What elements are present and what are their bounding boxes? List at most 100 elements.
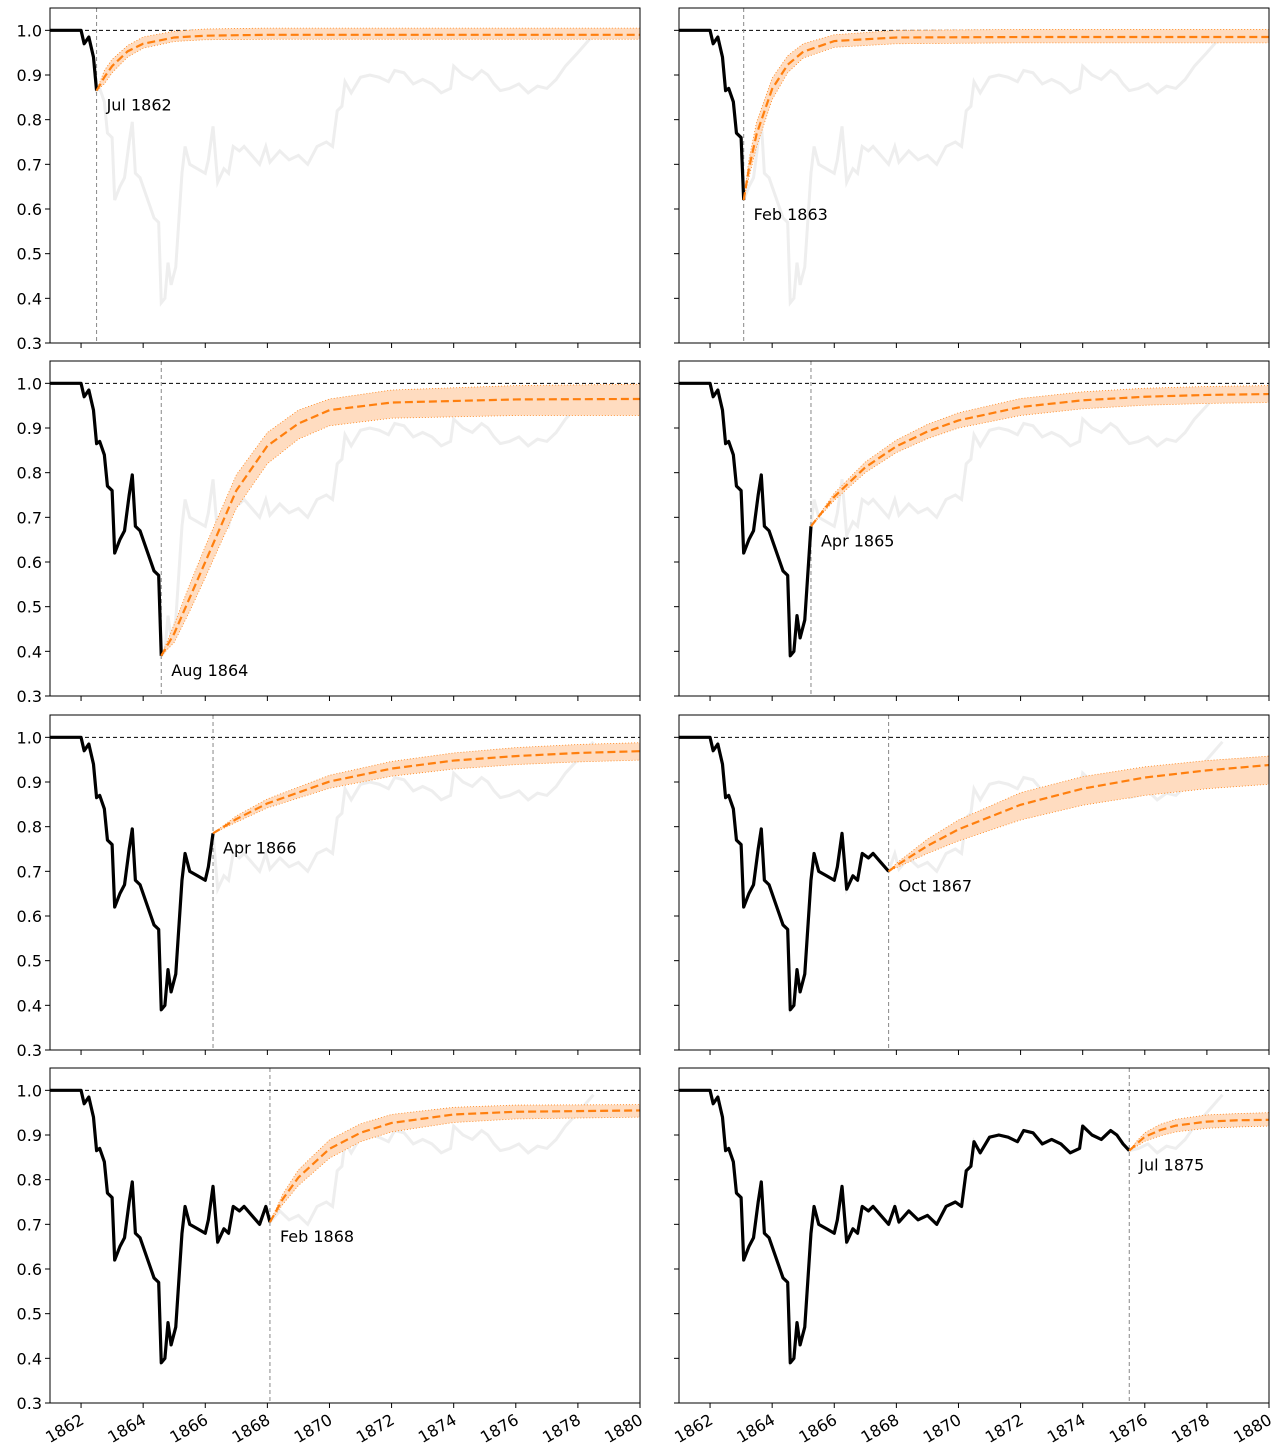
y-tick-label: 0.4 <box>17 642 42 661</box>
y-tick-label: 0.7 <box>17 862 42 881</box>
x-tick-label: 1870 <box>920 1410 965 1447</box>
y-tick-label: 1.0 <box>17 728 42 747</box>
plot-area <box>50 361 640 696</box>
y-tick-label: 0.7 <box>17 508 42 527</box>
plot-area <box>679 715 1269 1050</box>
forecast-mean <box>887 763 1269 873</box>
y-tick-label: 0.5 <box>17 952 42 971</box>
x-tick-label: 1872 <box>982 1410 1027 1447</box>
plot-area <box>679 8 1269 343</box>
observed-line <box>679 1088 1131 1365</box>
y-tick-label: 0.9 <box>17 773 42 792</box>
y-tick-label: 1.0 <box>17 374 42 393</box>
y-tick-label: 0.6 <box>17 553 42 572</box>
y-tick-label: 0.8 <box>17 464 42 483</box>
x-tick-label: 1862 <box>42 1410 87 1447</box>
forecast-band <box>810 385 1269 527</box>
panel: Jul 1862 0.3 0.4 0.5 0.6 0.7 0.8 0.9 1.0 <box>17 7 641 353</box>
x-tick-label: 1878 <box>539 1410 584 1447</box>
annotation: Feb 1863 <box>754 205 828 224</box>
forecast-band <box>161 384 640 656</box>
x-tick-label: 1880 <box>601 1410 646 1447</box>
x-tick-label: 1874 <box>415 1410 460 1447</box>
forecast-mean <box>160 397 640 657</box>
axes-frame <box>49 360 641 697</box>
x-tick-label: 1874 <box>1044 1410 1089 1447</box>
annotation: Feb 1868 <box>280 1227 354 1246</box>
context-line <box>50 735 595 1014</box>
annotation: Jul 1875 <box>1138 1156 1204 1175</box>
forecast-mean <box>268 1109 640 1223</box>
x-tick-label: 1872 <box>353 1410 398 1447</box>
y-tick-label: 0.4 <box>17 289 42 308</box>
forecast-mean <box>810 392 1269 527</box>
x-tick-label: 1876 <box>477 1410 522 1447</box>
y-tick-label: 0.3 <box>17 334 42 353</box>
x-tick-label: 1868 <box>229 1410 274 1447</box>
y-tick-label: 0.9 <box>17 1126 42 1145</box>
forecast-upper <box>160 383 640 656</box>
context-line <box>679 1088 1224 1367</box>
y-tick-label: 0.3 <box>17 687 42 706</box>
observed-line <box>50 1088 272 1365</box>
y-tick-label: 0.5 <box>17 245 42 264</box>
forecast-upper <box>888 755 1269 872</box>
panel: Feb 1868 0.3 0.4 0.5 0.6 0.7 0.8 0.9 1.0 1862 1864… <box>17 1067 646 1447</box>
axes-frame <box>678 360 1270 697</box>
forecast-lower <box>160 415 640 657</box>
y-tick-label: 0.4 <box>17 996 42 1015</box>
axes-frame <box>49 7 641 344</box>
forecast-mean <box>742 35 1269 201</box>
observed-line <box>679 28 746 201</box>
forecast-mean <box>95 33 640 92</box>
forecast-upper <box>1128 1112 1269 1151</box>
y-tick-label: 1.0 <box>17 21 42 40</box>
x-tick-label: 1878 <box>1168 1410 1213 1447</box>
x-tick-label: 1866 <box>795 1410 840 1447</box>
y-tick-label: 0.5 <box>17 1305 42 1324</box>
forecast-lower <box>212 759 640 834</box>
forecast-lower <box>269 1116 640 1223</box>
y-tick-label: 0.7 <box>17 1215 42 1234</box>
plot-area <box>50 1068 640 1403</box>
y-tick-label: 0.5 <box>17 598 42 617</box>
panel: Aug 1864 0.3 0.4 0.5 0.6 0.7 0.8 0.9 1.0 <box>17 360 641 706</box>
x-tick-label: 1866 <box>166 1410 211 1447</box>
y-tick-label: 0.8 <box>17 111 42 130</box>
forecast-lower <box>888 783 1269 872</box>
forecast-lower <box>810 402 1269 527</box>
context-line <box>50 28 595 307</box>
panel: Apr 1865 <box>674 360 1270 701</box>
forecast-upper <box>743 29 1269 201</box>
y-tick-label: 0.6 <box>17 200 42 219</box>
forecast-mean <box>1128 1118 1269 1152</box>
forecast-lower <box>1129 1125 1269 1151</box>
annotation: Apr 1865 <box>821 531 894 550</box>
x-tick-label: 1864 <box>104 1410 149 1447</box>
observed-line <box>50 28 99 91</box>
y-tick-label: 0.6 <box>17 907 42 926</box>
y-tick-label: 0.7 <box>17 155 42 174</box>
x-tick-label: 1876 <box>1106 1410 1151 1447</box>
y-tick-label: 0.9 <box>17 66 42 85</box>
observed-line <box>50 735 215 1012</box>
plot-area <box>679 1068 1269 1403</box>
forecast-lower <box>743 42 1269 201</box>
observed-line <box>679 735 890 1012</box>
annotation: Jul 1862 <box>106 96 172 115</box>
y-tick-label: 0.8 <box>17 818 42 837</box>
y-tick-label: 0.3 <box>17 1394 42 1413</box>
annotation: Aug 1864 <box>171 661 248 680</box>
x-tick-label: 1864 <box>733 1410 778 1447</box>
observed-line <box>679 381 813 658</box>
y-tick-label: 0.4 <box>17 1349 42 1368</box>
forecast-mean <box>212 750 640 835</box>
y-tick-label: 0.6 <box>17 1260 42 1279</box>
plot-area <box>50 8 640 343</box>
axes-frame <box>678 714 1270 1051</box>
y-tick-label: 0.9 <box>17 419 42 438</box>
forecast-band <box>269 1104 640 1223</box>
plot-area <box>50 715 640 1050</box>
